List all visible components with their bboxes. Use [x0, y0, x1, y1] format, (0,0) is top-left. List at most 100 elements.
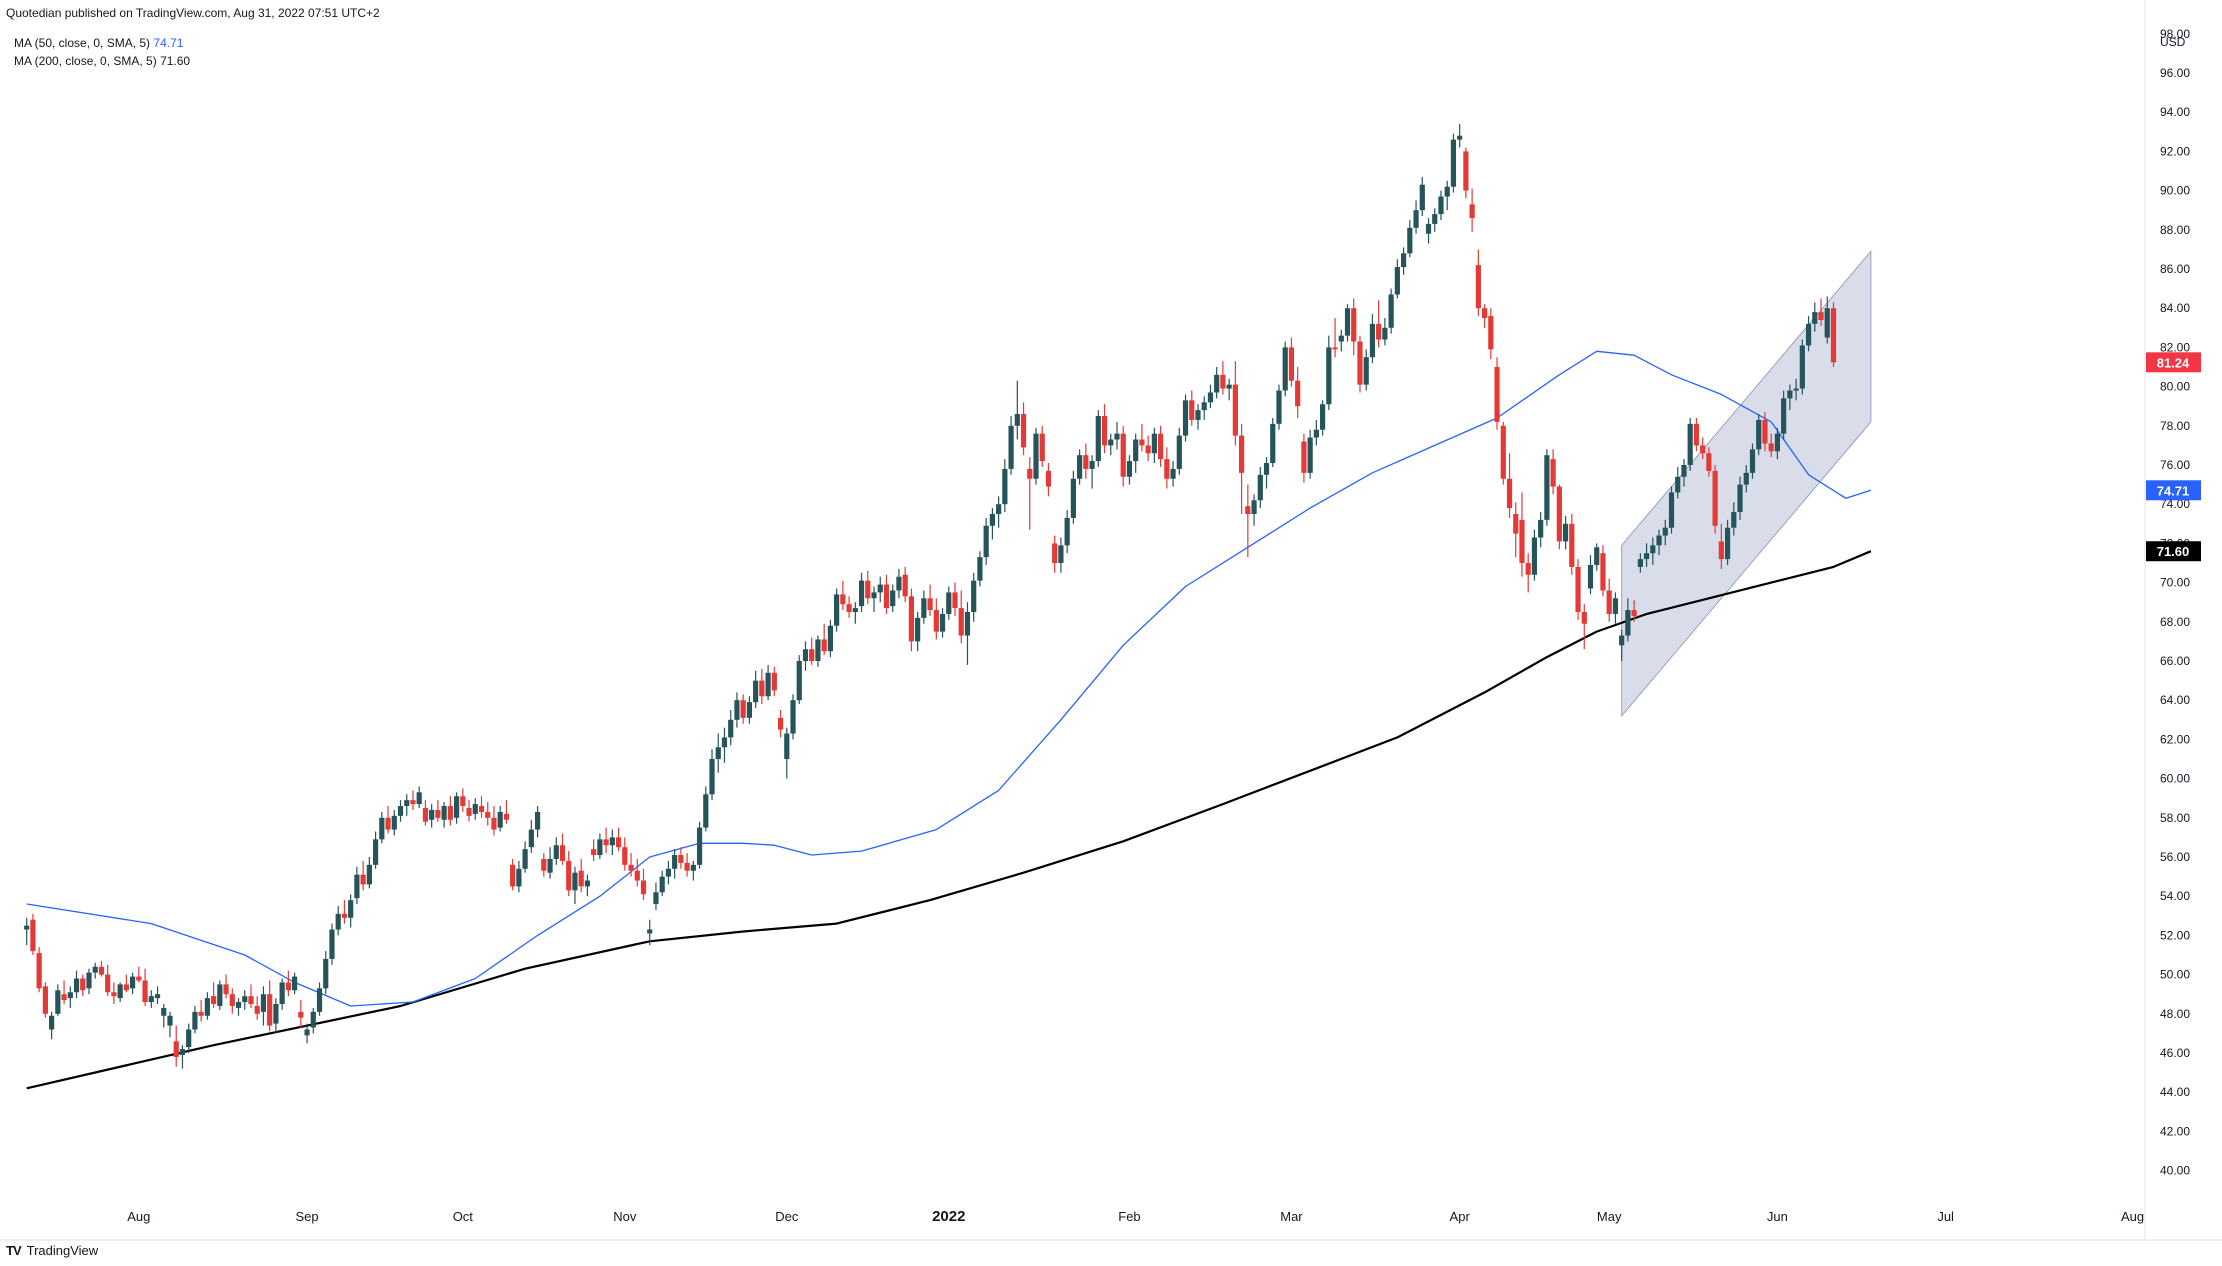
candle-body — [1407, 227, 1413, 254]
candle — [1500, 421, 1506, 485]
tradingview-brand[interactable]: TV TradingView — [6, 1243, 98, 1258]
candle — [80, 974, 86, 997]
candle — [55, 984, 61, 1016]
candle-body — [1257, 474, 1263, 501]
candle-body — [827, 625, 834, 652]
candle-body — [460, 796, 466, 807]
candle — [1251, 494, 1257, 526]
candle-body — [341, 913, 348, 918]
candle-body — [36, 953, 42, 989]
candle-body — [1195, 410, 1201, 420]
candle — [703, 786, 709, 832]
candle — [1120, 425, 1126, 487]
candle — [1182, 394, 1189, 442]
candle-body — [366, 864, 372, 885]
candles — [24, 123, 1837, 1069]
candle-body — [323, 958, 329, 989]
candle — [728, 710, 734, 746]
y-tick-label: 58.00 — [2160, 811, 2190, 825]
candle — [123, 974, 129, 993]
candle — [1394, 259, 1400, 299]
candle — [510, 858, 516, 891]
candle — [1201, 396, 1207, 420]
candle-body — [1108, 439, 1114, 446]
candle-body — [123, 984, 129, 991]
ma200-legend[interactable]: MA (200, close, 0, SMA, 5) 71.60 — [14, 54, 190, 68]
candle — [372, 831, 379, 869]
candle-body — [634, 870, 640, 881]
x-tick-label: Aug — [127, 1209, 150, 1224]
candle — [1419, 176, 1425, 217]
candle-body — [1077, 455, 1083, 479]
candle — [1538, 512, 1544, 548]
candle — [192, 1005, 198, 1034]
candle — [578, 858, 584, 893]
candle-body — [1463, 151, 1469, 191]
candle-body — [1737, 484, 1743, 513]
candle — [1631, 600, 1637, 622]
candle-body — [161, 1007, 167, 1016]
candle — [1226, 378, 1232, 401]
candle-body — [1556, 486, 1562, 542]
candle-body — [921, 598, 927, 618]
candle — [204, 992, 210, 1020]
candle — [753, 670, 759, 709]
candle — [1457, 123, 1463, 148]
candle — [890, 584, 896, 612]
candle-body — [1313, 429, 1319, 438]
candle-body — [1176, 435, 1182, 469]
candle-body — [304, 1029, 310, 1036]
candle — [1712, 465, 1718, 534]
last-price-badge-bg — [2146, 352, 2201, 373]
candle-body — [952, 592, 958, 609]
candle-body — [1295, 380, 1301, 407]
candle-body — [354, 874, 360, 899]
candle-body — [1089, 461, 1095, 469]
candle-body — [1619, 635, 1625, 646]
candle — [460, 788, 466, 812]
candle-body — [1432, 214, 1438, 224]
candle-body — [1731, 512, 1737, 528]
candle-body — [1376, 323, 1382, 340]
candle — [1033, 427, 1039, 485]
candle-body — [908, 596, 914, 642]
candle — [709, 749, 715, 801]
candle-body — [117, 984, 123, 999]
candle — [852, 602, 858, 624]
ma50-legend[interactable]: MA (50, close, 0, SMA, 5) 74.71 — [14, 36, 183, 50]
candle — [441, 802, 447, 828]
candle — [491, 806, 497, 836]
candle — [422, 800, 429, 826]
candle-body — [1488, 316, 1494, 350]
candle — [1799, 339, 1805, 395]
candle-body — [1581, 612, 1587, 624]
candle-body — [360, 874, 366, 885]
y-tick-label: 44.00 — [2160, 1085, 2190, 1099]
candle-body — [1718, 541, 1724, 560]
candle-body — [559, 845, 566, 861]
candle — [1095, 410, 1101, 467]
candle-body — [1787, 390, 1793, 399]
y-tick-label: 52.00 — [2160, 928, 2190, 942]
candle — [167, 1011, 173, 1038]
candle-body — [1064, 517, 1070, 546]
candle-body — [179, 1049, 186, 1055]
y-tick-label: 54.00 — [2160, 889, 2190, 903]
candle-body — [198, 1011, 204, 1016]
y-tick-label: 68.00 — [2160, 615, 2190, 629]
candle — [1064, 510, 1070, 554]
candle — [217, 980, 223, 1010]
candle-body — [1201, 402, 1207, 411]
candle — [117, 982, 123, 1003]
candle — [329, 923, 335, 965]
candle-body — [80, 978, 86, 991]
candle — [1257, 466, 1263, 509]
candle — [908, 588, 914, 652]
candle-body — [291, 976, 298, 991]
candle-body — [1687, 423, 1693, 465]
candle — [915, 612, 921, 652]
candle-body — [1288, 347, 1295, 381]
candle — [223, 974, 229, 999]
candle — [478, 796, 485, 818]
